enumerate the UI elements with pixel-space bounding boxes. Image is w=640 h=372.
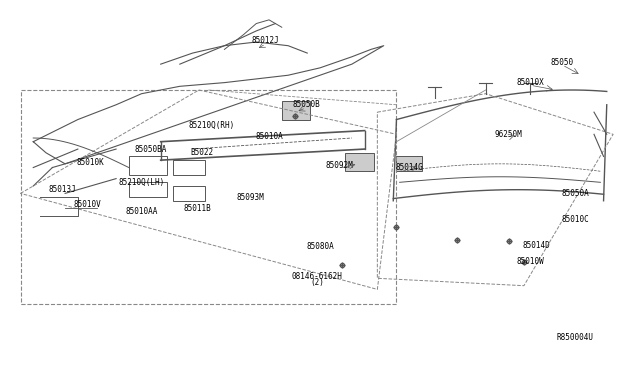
Text: 85050A: 85050A (561, 189, 589, 198)
Text: 85050: 85050 (550, 58, 573, 67)
Bar (346, 153, 374, 171)
Text: 96250M: 96250M (494, 130, 522, 139)
Text: B5022: B5022 (191, 148, 214, 157)
Bar (396, 157, 422, 171)
Text: 85210Q(LH): 85210Q(LH) (118, 178, 164, 187)
Text: 85014G: 85014G (396, 163, 423, 172)
Text: 85210Q(RH): 85210Q(RH) (189, 121, 235, 129)
Text: R850004U: R850004U (556, 333, 593, 342)
Text: 85013J: 85013J (48, 185, 76, 194)
Text: 85093M: 85093M (236, 193, 264, 202)
Text: 85012J: 85012J (252, 36, 280, 45)
Bar (282, 101, 310, 119)
Text: 85010X: 85010X (516, 78, 544, 87)
Bar (173, 186, 205, 201)
Text: 85011B: 85011B (184, 203, 212, 213)
Text: 85050BA: 85050BA (135, 145, 167, 154)
Text: 85010K: 85010K (77, 157, 104, 167)
Text: 85014D: 85014D (523, 241, 550, 250)
Text: 85050B: 85050B (292, 100, 320, 109)
Text: 85080A: 85080A (306, 243, 334, 251)
Bar (173, 160, 205, 175)
Bar (129, 157, 167, 175)
Text: 85010V: 85010V (74, 200, 101, 209)
Text: 85092M: 85092M (325, 161, 353, 170)
Text: 85010W: 85010W (516, 257, 544, 266)
Text: 85010AA: 85010AA (125, 207, 158, 217)
Text: 85010A: 85010A (255, 132, 283, 141)
Text: 85010C: 85010C (561, 215, 589, 224)
Text: 08146-6162H: 08146-6162H (291, 272, 342, 281)
Text: (2): (2) (310, 278, 324, 287)
Bar (129, 182, 167, 197)
Bar (20, 90, 396, 304)
